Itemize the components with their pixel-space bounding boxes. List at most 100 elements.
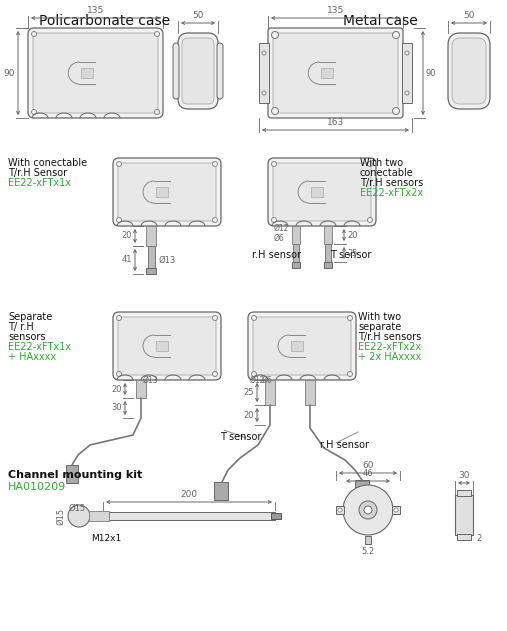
Bar [293, 244, 299, 262]
Text: 20: 20 [122, 232, 132, 240]
Text: 163: 163 [327, 118, 344, 127]
Circle shape [251, 372, 257, 377]
Text: r.H sensor: r.H sensor [252, 250, 301, 260]
Text: T/r.H sensors: T/r.H sensors [360, 178, 423, 188]
Text: 20: 20 [112, 384, 122, 394]
FancyBboxPatch shape [248, 312, 356, 380]
FancyBboxPatch shape [182, 38, 214, 104]
Circle shape [272, 162, 276, 167]
Text: 2: 2 [476, 534, 481, 543]
FancyBboxPatch shape [268, 158, 376, 226]
Bar [336, 506, 344, 514]
Circle shape [272, 32, 278, 38]
Text: 30: 30 [112, 403, 122, 413]
Circle shape [405, 91, 409, 95]
Text: + HAxxxx: + HAxxxx [8, 352, 56, 362]
Text: Ø13: Ø13 [159, 256, 176, 265]
Text: r.H sensor: r.H sensor [320, 440, 369, 450]
Text: 41: 41 [122, 256, 132, 264]
Text: Metal case: Metal case [343, 14, 417, 28]
Bar [89, 511, 109, 521]
Circle shape [359, 501, 377, 519]
Text: M12x1: M12x1 [91, 534, 121, 543]
FancyBboxPatch shape [113, 158, 221, 226]
Bar [214, 482, 228, 500]
Text: 200: 200 [180, 490, 198, 499]
Circle shape [405, 51, 409, 55]
Bar [365, 536, 371, 544]
Text: Ø15: Ø15 [56, 507, 65, 524]
Bar [457, 490, 471, 496]
Text: HA010209: HA010209 [8, 482, 66, 492]
Text: Ø13: Ø13 [143, 376, 159, 385]
Circle shape [262, 91, 266, 95]
Text: Separate: Separate [8, 312, 52, 322]
Circle shape [364, 506, 372, 514]
Text: Policarbonate case: Policarbonate case [40, 14, 170, 28]
Text: With two: With two [358, 312, 401, 322]
Text: Channel mounting kit: Channel mounting kit [8, 470, 142, 480]
Bar [324, 262, 332, 268]
FancyBboxPatch shape [217, 43, 223, 99]
Bar [89, 512, 275, 520]
Text: 5.2: 5.2 [361, 547, 375, 556]
Text: 135: 135 [87, 6, 104, 15]
FancyBboxPatch shape [268, 28, 403, 118]
Text: EE22-xFTx2x: EE22-xFTx2x [358, 342, 421, 352]
Bar [321, 68, 333, 78]
Text: T sensor: T sensor [220, 432, 262, 442]
Bar [81, 68, 93, 78]
FancyBboxPatch shape [178, 33, 218, 109]
Circle shape [212, 218, 218, 223]
Circle shape [117, 372, 122, 377]
Circle shape [212, 372, 218, 377]
Bar [292, 262, 300, 268]
Bar [146, 268, 156, 274]
Text: 30: 30 [458, 471, 470, 480]
Circle shape [392, 32, 400, 38]
Bar [457, 534, 471, 540]
FancyBboxPatch shape [452, 38, 486, 104]
Text: conectable: conectable [360, 168, 414, 178]
Text: T sensor: T sensor [330, 250, 371, 260]
Circle shape [368, 218, 373, 223]
Bar [136, 380, 146, 398]
Circle shape [31, 32, 37, 37]
Text: 25: 25 [347, 249, 357, 257]
FancyBboxPatch shape [118, 163, 216, 221]
Text: 90: 90 [426, 69, 437, 78]
Text: Ø6: Ø6 [274, 234, 285, 243]
FancyBboxPatch shape [273, 163, 371, 221]
FancyBboxPatch shape [33, 33, 158, 113]
Bar [156, 341, 168, 351]
Text: 20: 20 [243, 411, 254, 420]
Text: EE22-xFTx1x: EE22-xFTx1x [8, 342, 71, 352]
Bar [355, 480, 369, 498]
Text: 50: 50 [463, 11, 475, 20]
Circle shape [155, 32, 160, 37]
Circle shape [394, 508, 398, 512]
Circle shape [251, 316, 257, 321]
FancyBboxPatch shape [273, 33, 398, 113]
Circle shape [212, 162, 218, 167]
Circle shape [117, 162, 122, 167]
Text: Ø6: Ø6 [262, 376, 273, 385]
Bar [271, 513, 281, 519]
Circle shape [347, 372, 352, 377]
Circle shape [368, 162, 373, 167]
Circle shape [117, 316, 122, 321]
Text: 20: 20 [347, 230, 357, 240]
Text: T/r.H Sensor: T/r.H Sensor [8, 168, 67, 178]
Circle shape [212, 316, 218, 321]
Bar [305, 380, 315, 405]
Circle shape [155, 110, 160, 114]
Text: Ø12: Ø12 [250, 376, 265, 385]
Bar [291, 341, 303, 351]
Circle shape [272, 107, 278, 114]
Text: + 2x HAxxxx: + 2x HAxxxx [358, 352, 421, 362]
FancyBboxPatch shape [448, 33, 490, 109]
Circle shape [272, 218, 276, 223]
FancyBboxPatch shape [173, 43, 179, 99]
Text: T/r.H sensors: T/r.H sensors [358, 332, 421, 342]
FancyBboxPatch shape [253, 317, 351, 375]
